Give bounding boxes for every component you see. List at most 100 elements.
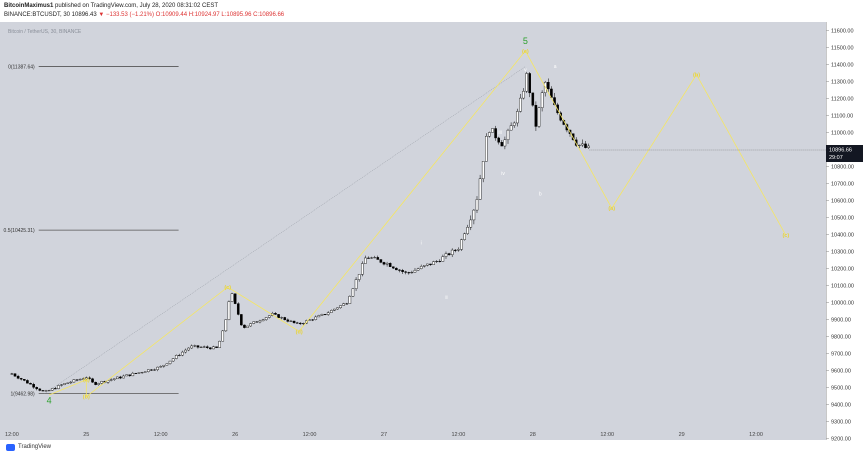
candle <box>485 136 488 162</box>
candle <box>240 314 243 326</box>
y-tick-label: 10600.00 <box>831 198 854 204</box>
x-tick-label: 12:00 <box>5 432 19 438</box>
candle <box>311 319 314 321</box>
candle <box>60 384 63 386</box>
candle <box>450 249 454 256</box>
price-axis[interactable] <box>826 22 867 440</box>
candle <box>267 315 271 318</box>
y-tick-label: 11200.00 <box>831 96 854 102</box>
candle <box>35 387 38 390</box>
candle <box>466 227 469 234</box>
wave-label: (c) <box>224 285 231 291</box>
chart-header: BitcoinMaximus1 published on TradingView… <box>4 2 284 20</box>
x-tick-label: 29 <box>679 432 685 438</box>
candle <box>280 317 283 319</box>
candle <box>258 320 262 323</box>
wave-label: (a) <box>83 378 90 384</box>
candle <box>119 376 122 379</box>
candle <box>286 319 290 322</box>
candle <box>373 257 376 259</box>
candle <box>44 390 48 392</box>
candle <box>401 270 404 272</box>
candle <box>516 111 519 124</box>
candle <box>584 143 587 148</box>
candle <box>63 383 66 385</box>
ohlc-values: O:10909.44 H:10924.97 L:10895.96 C:10896… <box>154 12 285 18</box>
candle <box>78 378 82 381</box>
candle <box>10 373 14 375</box>
author-name: BitcoinMaximus1 <box>4 3 54 9</box>
candle <box>13 373 17 377</box>
wave-projection-line <box>48 50 787 398</box>
price-change: ▼ −133.53 (−1.21%) <box>98 12 155 18</box>
candle <box>336 307 339 310</box>
chart-pane[interactable] <box>0 22 826 440</box>
fib-level-label: 0(11387.64) <box>8 64 35 70</box>
candle <box>537 107 541 127</box>
candle <box>209 347 212 350</box>
candle <box>199 346 203 348</box>
candle <box>32 383 35 388</box>
candle <box>255 321 259 323</box>
candle <box>494 128 497 139</box>
candle <box>277 314 280 319</box>
y-tick-label: 11000.00 <box>831 130 854 136</box>
y-tick-label: 10700.00 <box>831 181 854 187</box>
candle <box>283 317 287 321</box>
y-tick-label: 11400.00 <box>831 62 854 68</box>
quote-symbol: BINANCE:BTCUSDT, 30 10896.43 <box>4 12 99 18</box>
y-tick-label: 10000.00 <box>831 300 854 306</box>
candle <box>302 323 305 325</box>
candle <box>509 125 513 131</box>
y-tick-label: 10800.00 <box>831 164 854 170</box>
candle <box>314 316 318 320</box>
candle <box>236 303 240 315</box>
candle <box>29 383 32 385</box>
candle <box>578 144 581 146</box>
y-tick-label: 10300.00 <box>831 249 854 255</box>
minor-wave-label: ii <box>445 295 447 301</box>
candle <box>488 132 491 137</box>
candle <box>97 383 101 385</box>
candle <box>140 372 144 374</box>
candle <box>137 372 141 374</box>
candle <box>519 97 522 112</box>
y-tick-label: 9400.00 <box>831 402 851 408</box>
y-tick-label: 9200.00 <box>831 436 851 442</box>
candle <box>323 314 327 316</box>
candle <box>339 305 342 309</box>
candle <box>370 257 373 259</box>
candle <box>522 90 525 99</box>
candle <box>469 219 473 228</box>
candle <box>512 122 516 126</box>
candle <box>196 345 200 348</box>
minor-wave-label: iii <box>498 130 501 136</box>
candle <box>587 145 590 148</box>
candle <box>351 288 355 297</box>
candle <box>131 372 135 377</box>
candle <box>47 390 51 392</box>
candle <box>354 279 358 289</box>
candle <box>72 379 76 383</box>
candle <box>376 257 380 260</box>
candle <box>457 249 460 251</box>
candle <box>410 272 414 274</box>
candle <box>429 263 432 265</box>
candle <box>472 209 476 221</box>
candle <box>122 375 125 379</box>
candle <box>385 263 389 265</box>
candle <box>23 379 26 381</box>
y-tick-label: 9500.00 <box>831 385 851 391</box>
candle <box>454 249 457 251</box>
wave-label: (c) <box>782 233 789 239</box>
candle <box>348 296 352 304</box>
candle <box>264 317 268 320</box>
minor-wave-label: v <box>524 67 527 73</box>
candle <box>221 330 225 342</box>
wave-label: (d) <box>296 329 303 335</box>
x-tick-label: 26 <box>232 432 238 438</box>
candle <box>382 262 386 265</box>
candle <box>178 354 181 356</box>
candle <box>441 256 445 262</box>
